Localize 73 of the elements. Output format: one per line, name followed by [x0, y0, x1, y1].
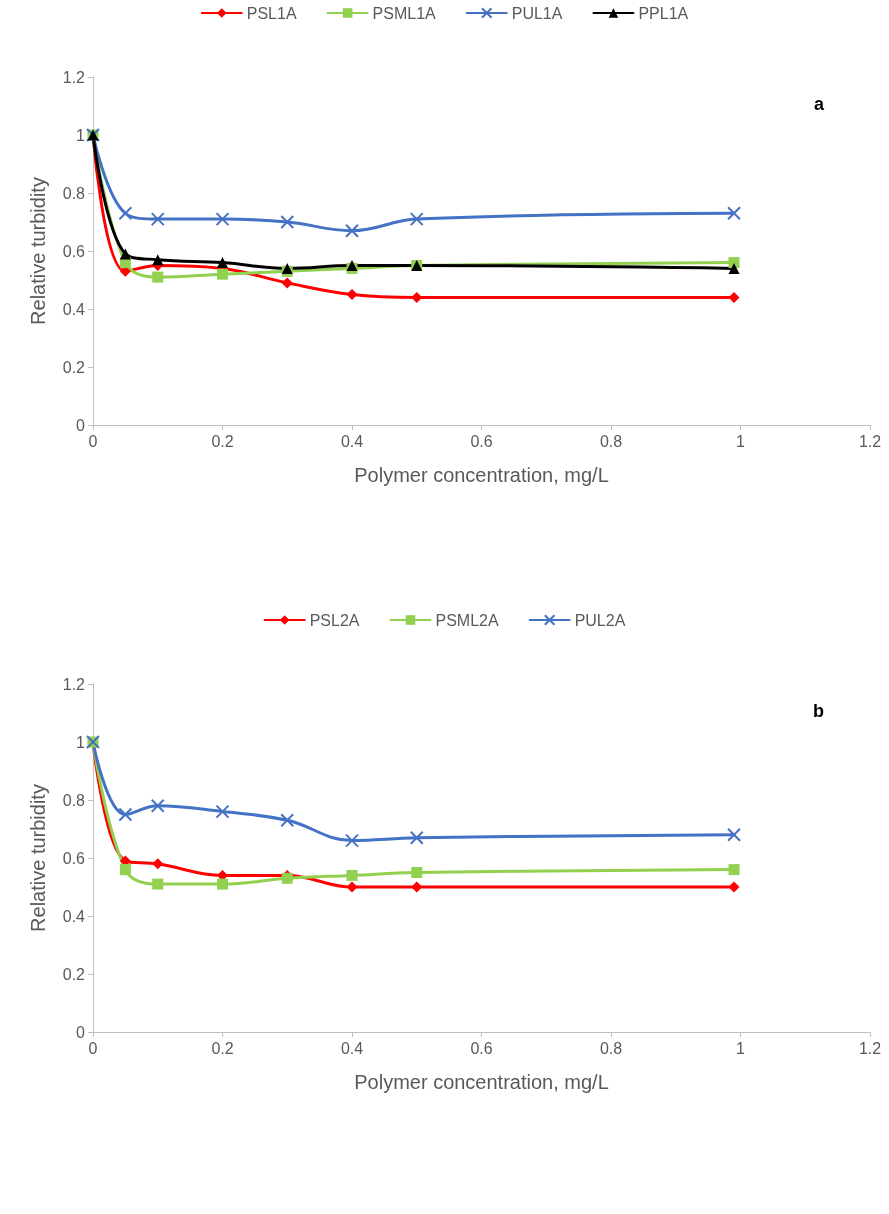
y-tick-label: 0 [76, 416, 86, 434]
y-tick-label: 1.2 [62, 68, 86, 86]
x-tick-label: 0.2 [211, 1039, 234, 1057]
x-tick-label: 0.6 [470, 1039, 493, 1057]
y-tick-label: 1 [76, 733, 86, 751]
point [152, 878, 164, 890]
point [728, 257, 740, 269]
y-tick-label: 0.6 [62, 242, 86, 260]
point [345, 223, 359, 238]
y-axis-title: Relative turbidity [27, 784, 49, 932]
y-tick-label: 0.2 [62, 358, 86, 376]
point [217, 257, 228, 269]
point [215, 804, 230, 819]
point [119, 864, 131, 876]
annotation: b [813, 701, 824, 721]
point [346, 289, 358, 300]
point [152, 254, 164, 266]
x-tick-label: 0.8 [599, 432, 623, 450]
point [728, 881, 740, 893]
point [150, 212, 165, 227]
legend-label: PSL2A [309, 611, 360, 629]
point [217, 268, 228, 280]
point [281, 277, 293, 289]
x-tick-label: 0.4 [340, 432, 364, 450]
x-tick-label: 1.2 [858, 1039, 882, 1057]
legend-label: PSL1A [246, 4, 297, 22]
annotation: a [813, 94, 825, 114]
point [727, 206, 742, 221]
x-axis-title: Polymer concentration, mg/L [354, 1071, 609, 1093]
x-tick-label: 0 [88, 432, 98, 450]
point [152, 271, 164, 283]
legend-label: PUL1A [511, 4, 563, 22]
point [345, 833, 359, 848]
y-tick-label: 0.2 [62, 965, 86, 983]
point [280, 215, 295, 229]
point [215, 212, 230, 227]
y-tick-label: 0.4 [62, 907, 86, 925]
x-tick-label: 1 [736, 1039, 746, 1057]
x-tick-label: 0.4 [340, 1039, 364, 1057]
x-axis-title: Polymer concentration, mg/L [354, 464, 609, 486]
y-tick-label: 0.8 [62, 184, 86, 202]
point [728, 262, 740, 274]
y-tick-label: 1 [76, 126, 86, 144]
point [150, 798, 165, 813]
y-tick-label: 0 [76, 1023, 86, 1041]
legend-label: PUL2A [574, 611, 626, 629]
point [346, 881, 358, 893]
point [728, 864, 740, 876]
point [118, 206, 133, 221]
y-tick-label: 0.8 [62, 791, 86, 809]
y-axis-title: Relative turbidity [27, 177, 49, 325]
legend-label: PSML2A [435, 611, 499, 629]
y-tick-label: 0.6 [62, 849, 86, 867]
x-tick-label: 1.2 [858, 432, 882, 450]
point [152, 858, 164, 870]
point [280, 813, 295, 828]
y-tick-label: 0.4 [62, 300, 86, 318]
x-tick-label: 0 [88, 1039, 98, 1057]
x-tick-label: 0.6 [470, 432, 493, 450]
point [409, 212, 424, 227]
point [409, 830, 424, 845]
x-tick-label: 1 [736, 432, 746, 450]
point [217, 878, 228, 890]
point [411, 867, 423, 878]
y-tick-label: 1.2 [62, 675, 86, 693]
point [119, 248, 131, 260]
x-tick-label: 0.8 [599, 1039, 623, 1057]
point [727, 827, 742, 842]
point [118, 807, 133, 822]
x-tick-label: 0.2 [211, 432, 234, 450]
legend-label: PSML1A [372, 4, 437, 22]
point [346, 869, 358, 881]
legend-label: PPL1A [638, 4, 689, 22]
